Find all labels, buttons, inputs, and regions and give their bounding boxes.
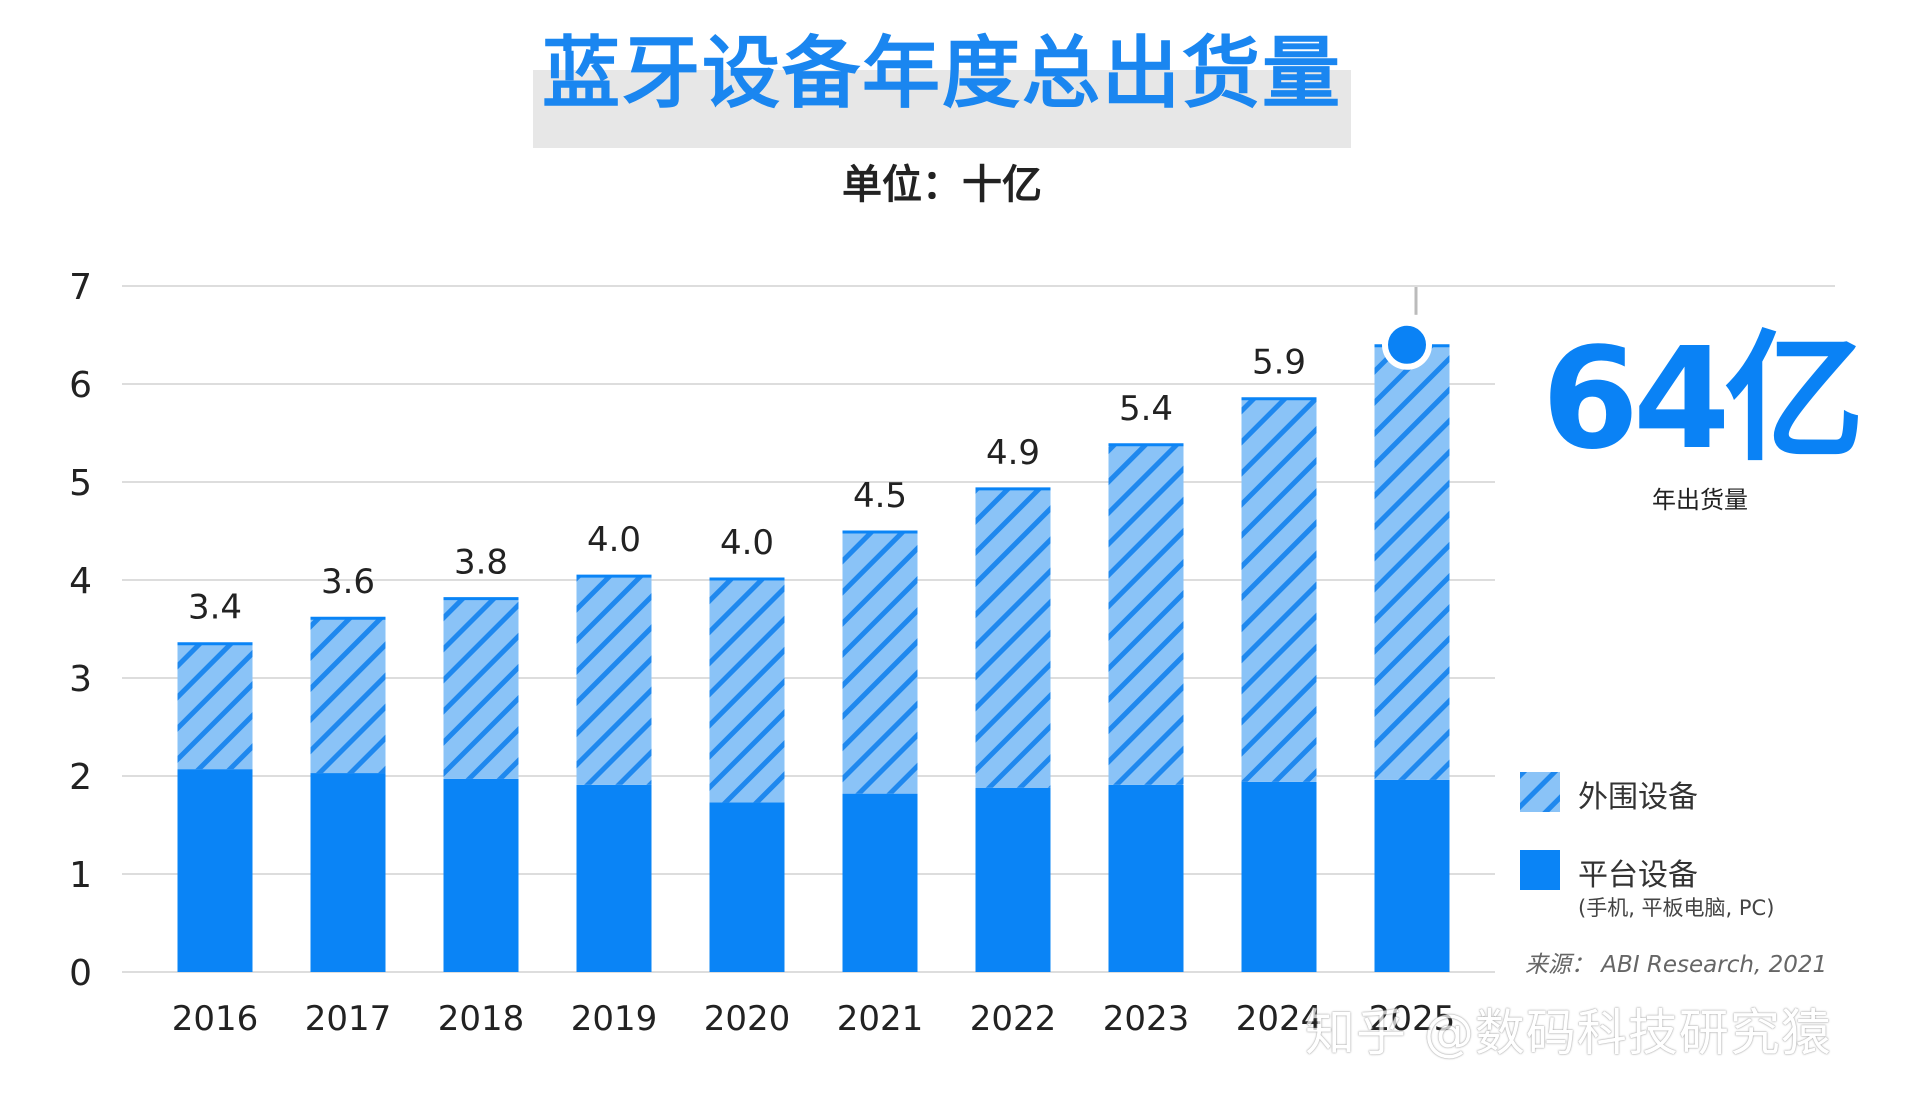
bar-platform-2023	[1108, 784, 1184, 972]
data-labels: 3.4 3.6 3.8 4.0 4.0 4.5 4.9 5.4 5.9	[188, 343, 1306, 628]
bar-peripheral-2017	[310, 617, 386, 774]
y-tick-label: 4	[69, 561, 92, 602]
x-tick-label-2017: 2017	[305, 999, 392, 1039]
bars	[177, 344, 1450, 972]
bar-platform-2018	[443, 778, 519, 972]
x-tick-label-2025: 2025	[1369, 999, 1456, 1039]
data-label-2017: 3.6	[321, 562, 375, 602]
highlight-marker	[1382, 287, 1432, 370]
watermark: 知乎 @数码科技研究猿	[1305, 1004, 1832, 1062]
chart-title: 蓝牙设备年度总出货量	[541, 29, 1342, 119]
data-label-2021: 4.5	[853, 476, 907, 516]
bar-peripheral-2018	[443, 597, 519, 779]
bar-peripheral-2024	[1241, 397, 1317, 782]
data-label-2024: 5.9	[1252, 343, 1306, 383]
bar-peripheral-2025	[1374, 344, 1450, 780]
x-tick-label-2020: 2020	[704, 999, 791, 1039]
legend-swatch-solid	[1520, 850, 1560, 890]
x-axis-ticks: 2016 2017 2018 2019 2020 2021 2022 2023 2024 2025	[172, 999, 1456, 1039]
bar-platform-2017	[310, 773, 386, 972]
y-tick-label: 6	[69, 365, 92, 406]
x-tick-label-2024: 2024	[1236, 999, 1323, 1039]
y-tick-label: 7	[69, 267, 92, 308]
bar-platform-2016	[177, 769, 253, 972]
x-tick-label-2016: 2016	[172, 999, 259, 1039]
data-label-2022: 4.9	[986, 433, 1040, 473]
y-axis-ticks: 0 1 2 3 4 5 6 7	[69, 267, 92, 994]
bar-peripheral-2021	[842, 531, 918, 794]
legend-label-peripheral: 外围设备	[1578, 780, 1698, 815]
data-label-2023: 5.4	[1119, 389, 1173, 429]
bar-peripheral-2019	[576, 575, 652, 785]
bar-peripheral-2022	[975, 487, 1051, 788]
highlight-dot	[1382, 319, 1432, 370]
chart-subtitle: 单位：十亿	[842, 162, 1042, 208]
x-tick-label-2019: 2019	[571, 999, 658, 1039]
y-tick-label: 2	[69, 757, 92, 798]
legend-label-platform: 平台设备	[1578, 858, 1698, 893]
bar-platform-2025	[1374, 779, 1450, 972]
source-note: 来源： ABI Research, 2021	[1525, 952, 1828, 978]
y-tick-label: 1	[69, 855, 92, 896]
bar-peripheral-2023	[1108, 443, 1184, 785]
bar-peripheral-2020	[709, 578, 785, 803]
bar-platform-2024	[1241, 781, 1317, 972]
x-tick-label-2018: 2018	[438, 999, 525, 1039]
data-label-2016: 3.4	[188, 588, 242, 628]
x-tick-label-2021: 2021	[837, 999, 924, 1039]
legend-swatch-hatched	[1520, 772, 1560, 812]
bar-platform-2020	[709, 802, 785, 972]
x-tick-label-2022: 2022	[970, 999, 1057, 1039]
bar-platform-2022	[975, 787, 1051, 972]
highlight-caption: 年出货量	[1652, 486, 1748, 514]
data-label-2020: 4.0	[720, 523, 774, 563]
bar-platform-2021	[842, 793, 918, 972]
y-tick-label: 5	[69, 463, 92, 504]
y-tick-label: 3	[69, 659, 92, 700]
y-tick-label: 0	[69, 953, 92, 994]
legend-note-platform: (手机, 平板电脑, PC)	[1578, 896, 1775, 920]
bar-platform-2019	[576, 784, 652, 972]
data-label-2018: 3.8	[454, 543, 508, 583]
highlight-value: 64亿	[1541, 318, 1865, 481]
title-highlight-box	[533, 70, 1351, 148]
data-label-2019: 4.0	[587, 520, 641, 560]
x-tick-label-2023: 2023	[1103, 999, 1190, 1039]
bar-peripheral-2016	[177, 642, 253, 770]
